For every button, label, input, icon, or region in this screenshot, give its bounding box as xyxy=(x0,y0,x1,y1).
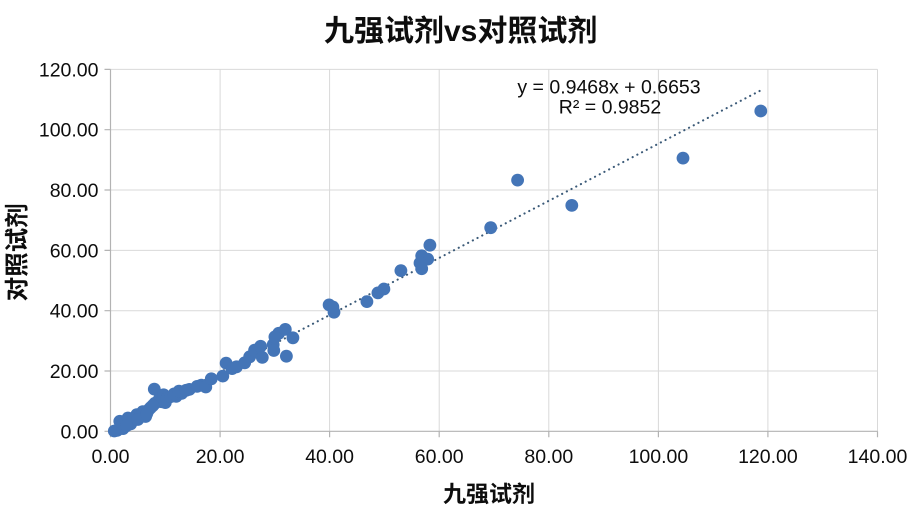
svg-text:20.00: 20.00 xyxy=(196,446,245,468)
svg-text:80.00: 80.00 xyxy=(524,446,573,468)
svg-text:y = 0.9468x + 0.6653: y = 0.9468x + 0.6653 xyxy=(517,77,700,99)
svg-text:vs: vs xyxy=(444,15,477,48)
svg-text:R² = 0.9852: R² = 0.9852 xyxy=(559,96,661,118)
svg-text:20.00: 20.00 xyxy=(50,361,99,383)
svg-text:60.00: 60.00 xyxy=(50,240,99,262)
svg-text:120.00: 120.00 xyxy=(738,446,798,468)
svg-text:0.00: 0.00 xyxy=(61,421,99,443)
svg-text:140.00: 140.00 xyxy=(848,446,908,468)
svg-text:100.00: 100.00 xyxy=(629,446,689,468)
svg-text:100.00: 100.00 xyxy=(39,120,99,142)
svg-text:60.00: 60.00 xyxy=(415,446,464,468)
svg-text:40.00: 40.00 xyxy=(50,301,99,323)
svg-text:40.00: 40.00 xyxy=(305,446,354,468)
svg-text:80.00: 80.00 xyxy=(50,180,99,202)
svg-text:0.00: 0.00 xyxy=(92,446,130,468)
svg-text:120.00: 120.00 xyxy=(39,59,99,81)
